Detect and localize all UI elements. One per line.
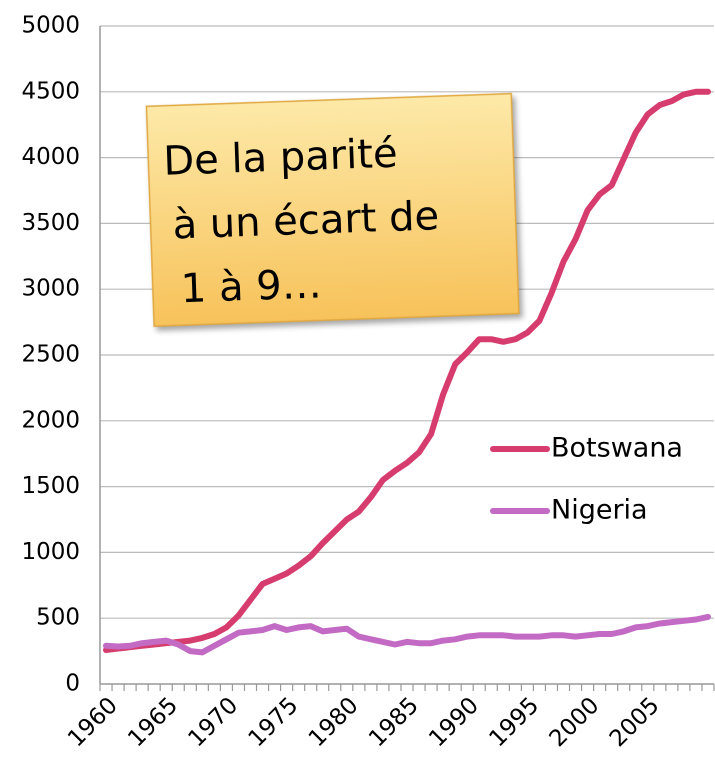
legend-label: Botswana	[551, 433, 683, 464]
x-tick-label: 1980	[304, 692, 364, 752]
x-tick-label: 1960	[63, 692, 123, 752]
x-tick-label: 1965	[123, 692, 183, 752]
y-tick-label: 4500	[21, 78, 80, 104]
annotation-line: à un écart de	[172, 193, 440, 248]
annotation-line: De la parité	[163, 131, 399, 185]
x-tick-label: 1970	[183, 692, 243, 752]
legend-label: Nigeria	[551, 495, 648, 526]
y-tick-label: 0	[65, 671, 80, 697]
x-tick-label: 2005	[605, 692, 665, 752]
y-tick-label: 3000	[21, 276, 80, 302]
series-line	[103, 613, 711, 656]
y-tick-label: 1000	[21, 539, 80, 565]
y-tick-label: 3500	[21, 210, 80, 236]
x-tick-label: 2000	[545, 692, 605, 752]
x-tick-label: 1995	[484, 692, 544, 752]
x-tick-label: 1975	[244, 692, 304, 752]
annotation-box: De la parité à un écart de 1 à 9…	[145, 92, 520, 327]
y-tick-label: 5000	[21, 13, 80, 39]
y-tick-label: 4000	[21, 144, 80, 170]
x-tick-label: 1990	[424, 692, 484, 752]
series-line	[103, 88, 711, 653]
y-tick-label: 500	[36, 605, 80, 631]
y-tick-label: 2500	[21, 342, 80, 368]
annotation-line: 1 à 9…	[180, 261, 322, 312]
x-tick-label: 1985	[364, 692, 424, 752]
y-tick-label: 1500	[21, 473, 80, 499]
y-tick-label: 2000	[21, 407, 80, 433]
